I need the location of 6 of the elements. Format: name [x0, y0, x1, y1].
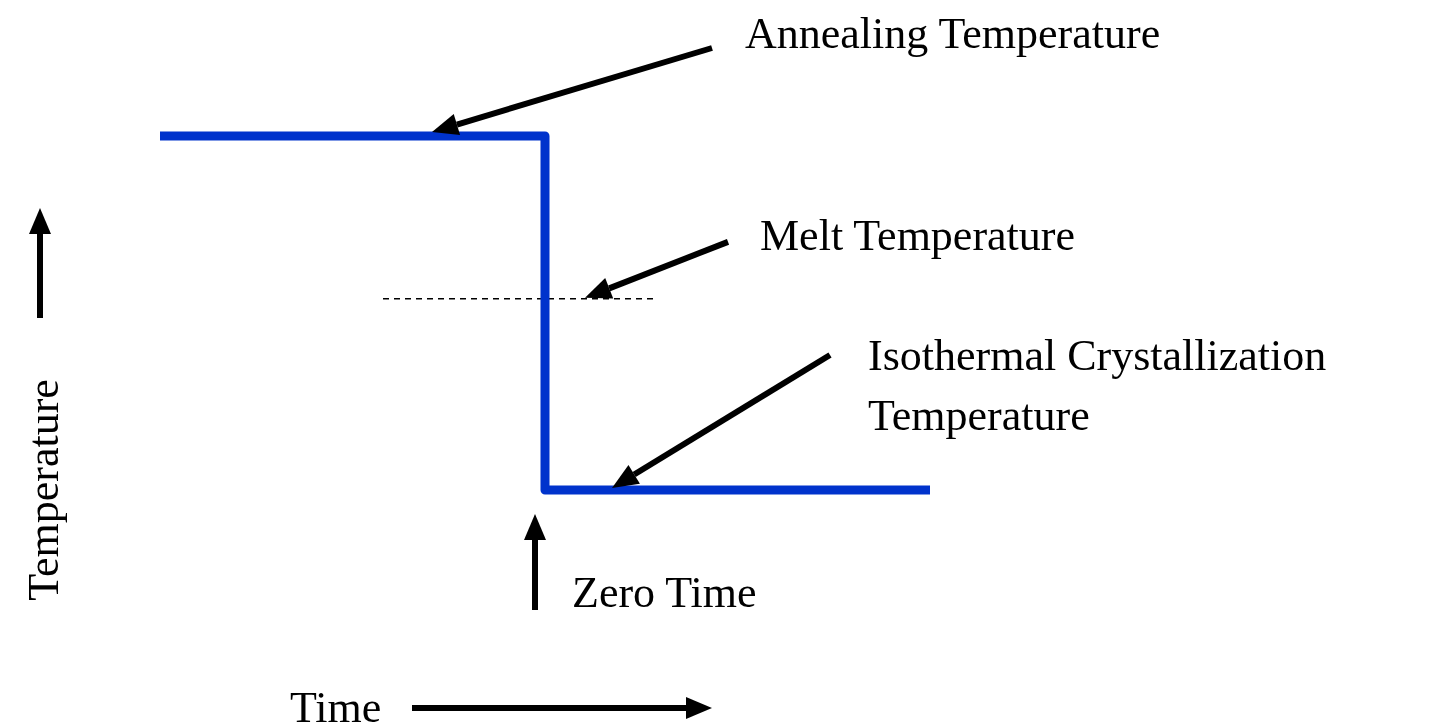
text: Zero Time	[572, 568, 757, 617]
annotation: Isothermal Crystallization Temperature	[868, 331, 1327, 440]
y-axis-title: Temperature	[19, 379, 68, 601]
legend-label: Melt Temperature	[760, 210, 1075, 260]
text: Annealing Temperature	[745, 9, 1161, 58]
x-axis-title: Time	[290, 683, 382, 727]
